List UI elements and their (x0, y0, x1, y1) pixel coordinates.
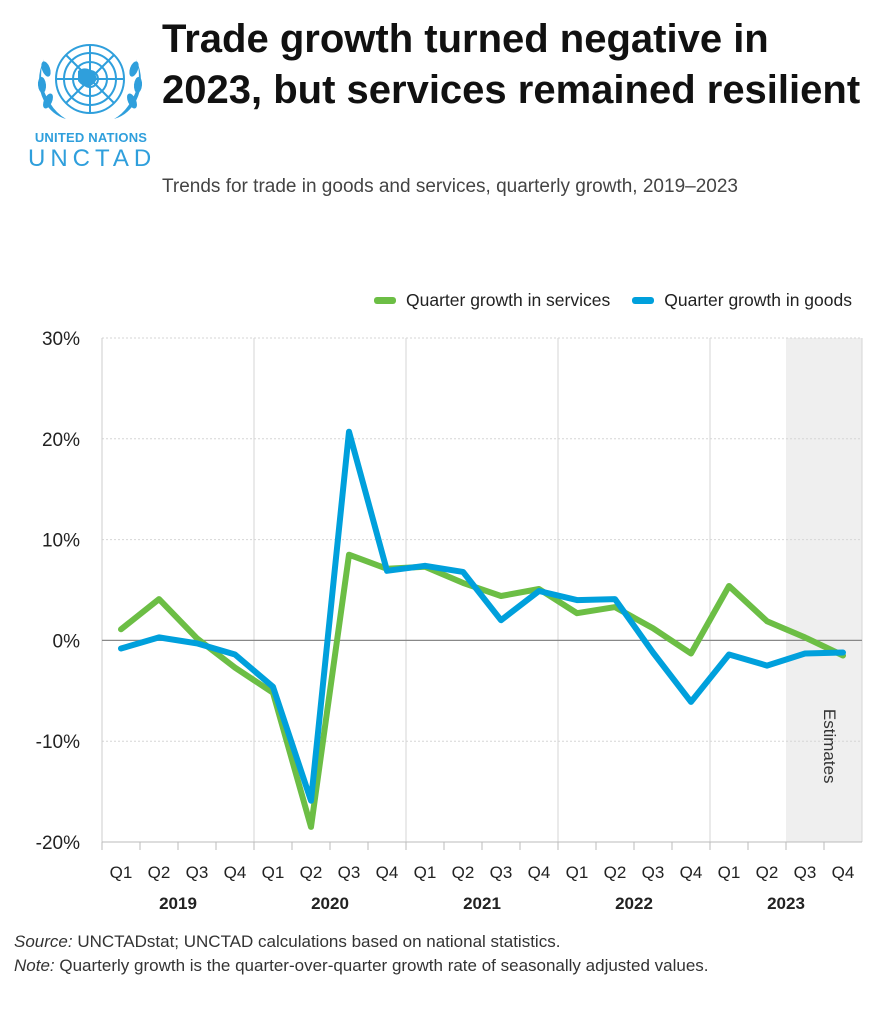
legend-item-services: Quarter growth in services (374, 290, 610, 311)
logo-line-united-nations: UNITED NATIONS (34, 130, 148, 145)
x-tick-label: Q3 (794, 863, 817, 882)
chart-title: Trade growth turned negative in 2023, bu… (162, 17, 861, 112)
year-label: 2021 (463, 894, 501, 913)
note-text: Quarterly growth is the quarter-over-qua… (54, 956, 709, 975)
y-tick-label: 0% (53, 631, 81, 652)
x-tick-label: Q3 (490, 863, 513, 882)
services-series-line (118, 551, 846, 830)
y-tick-label: -10% (36, 732, 80, 753)
x-tick-label: Q4 (832, 863, 855, 882)
year-label: 2019 (159, 894, 197, 913)
x-tick-label: Q3 (642, 863, 665, 882)
chart-legend: Quarter growth in services Quarter growt… (374, 290, 852, 311)
goods-series-line (118, 428, 846, 804)
legend-swatch-goods (632, 297, 655, 304)
note-label: Note: (14, 956, 55, 975)
y-tick-label: 10% (42, 531, 80, 552)
legend-item-goods: Quarter growth in goods (632, 290, 852, 311)
un-emblem-logo (37, 44, 143, 119)
footnote: Note: Quarterly growth is the quarter-ov… (14, 954, 834, 978)
x-tick-label: Q1 (566, 863, 589, 882)
x-tick-label: Q2 (604, 863, 627, 882)
logo-line-unctad: UNCTAD (28, 145, 157, 172)
x-tick-label: Q1 (262, 863, 285, 882)
estimates-shading (786, 338, 862, 842)
x-tick-label: Q2 (148, 863, 171, 882)
x-tick-label: Q1 (718, 863, 741, 882)
y-tick-label: 20% (42, 430, 80, 451)
x-tick-label: Q3 (338, 863, 361, 882)
chart-subtitle: Trends for trade in goods and services, … (162, 176, 738, 197)
x-tick-label: Q4 (528, 863, 551, 882)
line-chart: -20% -10% 0% 10% 20% 30% Q1 Q2 Q3 Q4 Q1 Q2 Q3 Q4 Q1 Q2 Q… (36, 329, 863, 913)
x-tick-label: Q2 (452, 863, 475, 882)
estimates-label: Estimates (820, 709, 839, 784)
x-tick-label: Q2 (300, 863, 323, 882)
x-tick-label: Q1 (414, 863, 437, 882)
legend-label-goods: Quarter growth in goods (664, 290, 852, 310)
legend-swatch-services (374, 297, 396, 304)
legend-label-services: Quarter growth in services (406, 290, 611, 310)
year-label: 2023 (767, 894, 805, 913)
y-tick-label: -20% (36, 833, 80, 854)
source-note: Source: UNCTADstat; UNCTAD calculations … (14, 930, 834, 954)
source-text: UNCTADstat; UNCTAD calculations based on… (72, 932, 561, 951)
source-label: Source: (14, 932, 73, 951)
y-tick-label: 30% (42, 329, 80, 350)
x-tick-label: Q4 (224, 863, 247, 882)
year-label: 2020 (311, 894, 349, 913)
x-tick-label: Q3 (186, 863, 209, 882)
x-tick-label: Q2 (756, 863, 779, 882)
x-tick-label: Q4 (680, 863, 703, 882)
year-label: 2022 (615, 894, 653, 913)
x-tick-label: Q1 (110, 863, 133, 882)
x-tick-label: Q4 (376, 863, 399, 882)
